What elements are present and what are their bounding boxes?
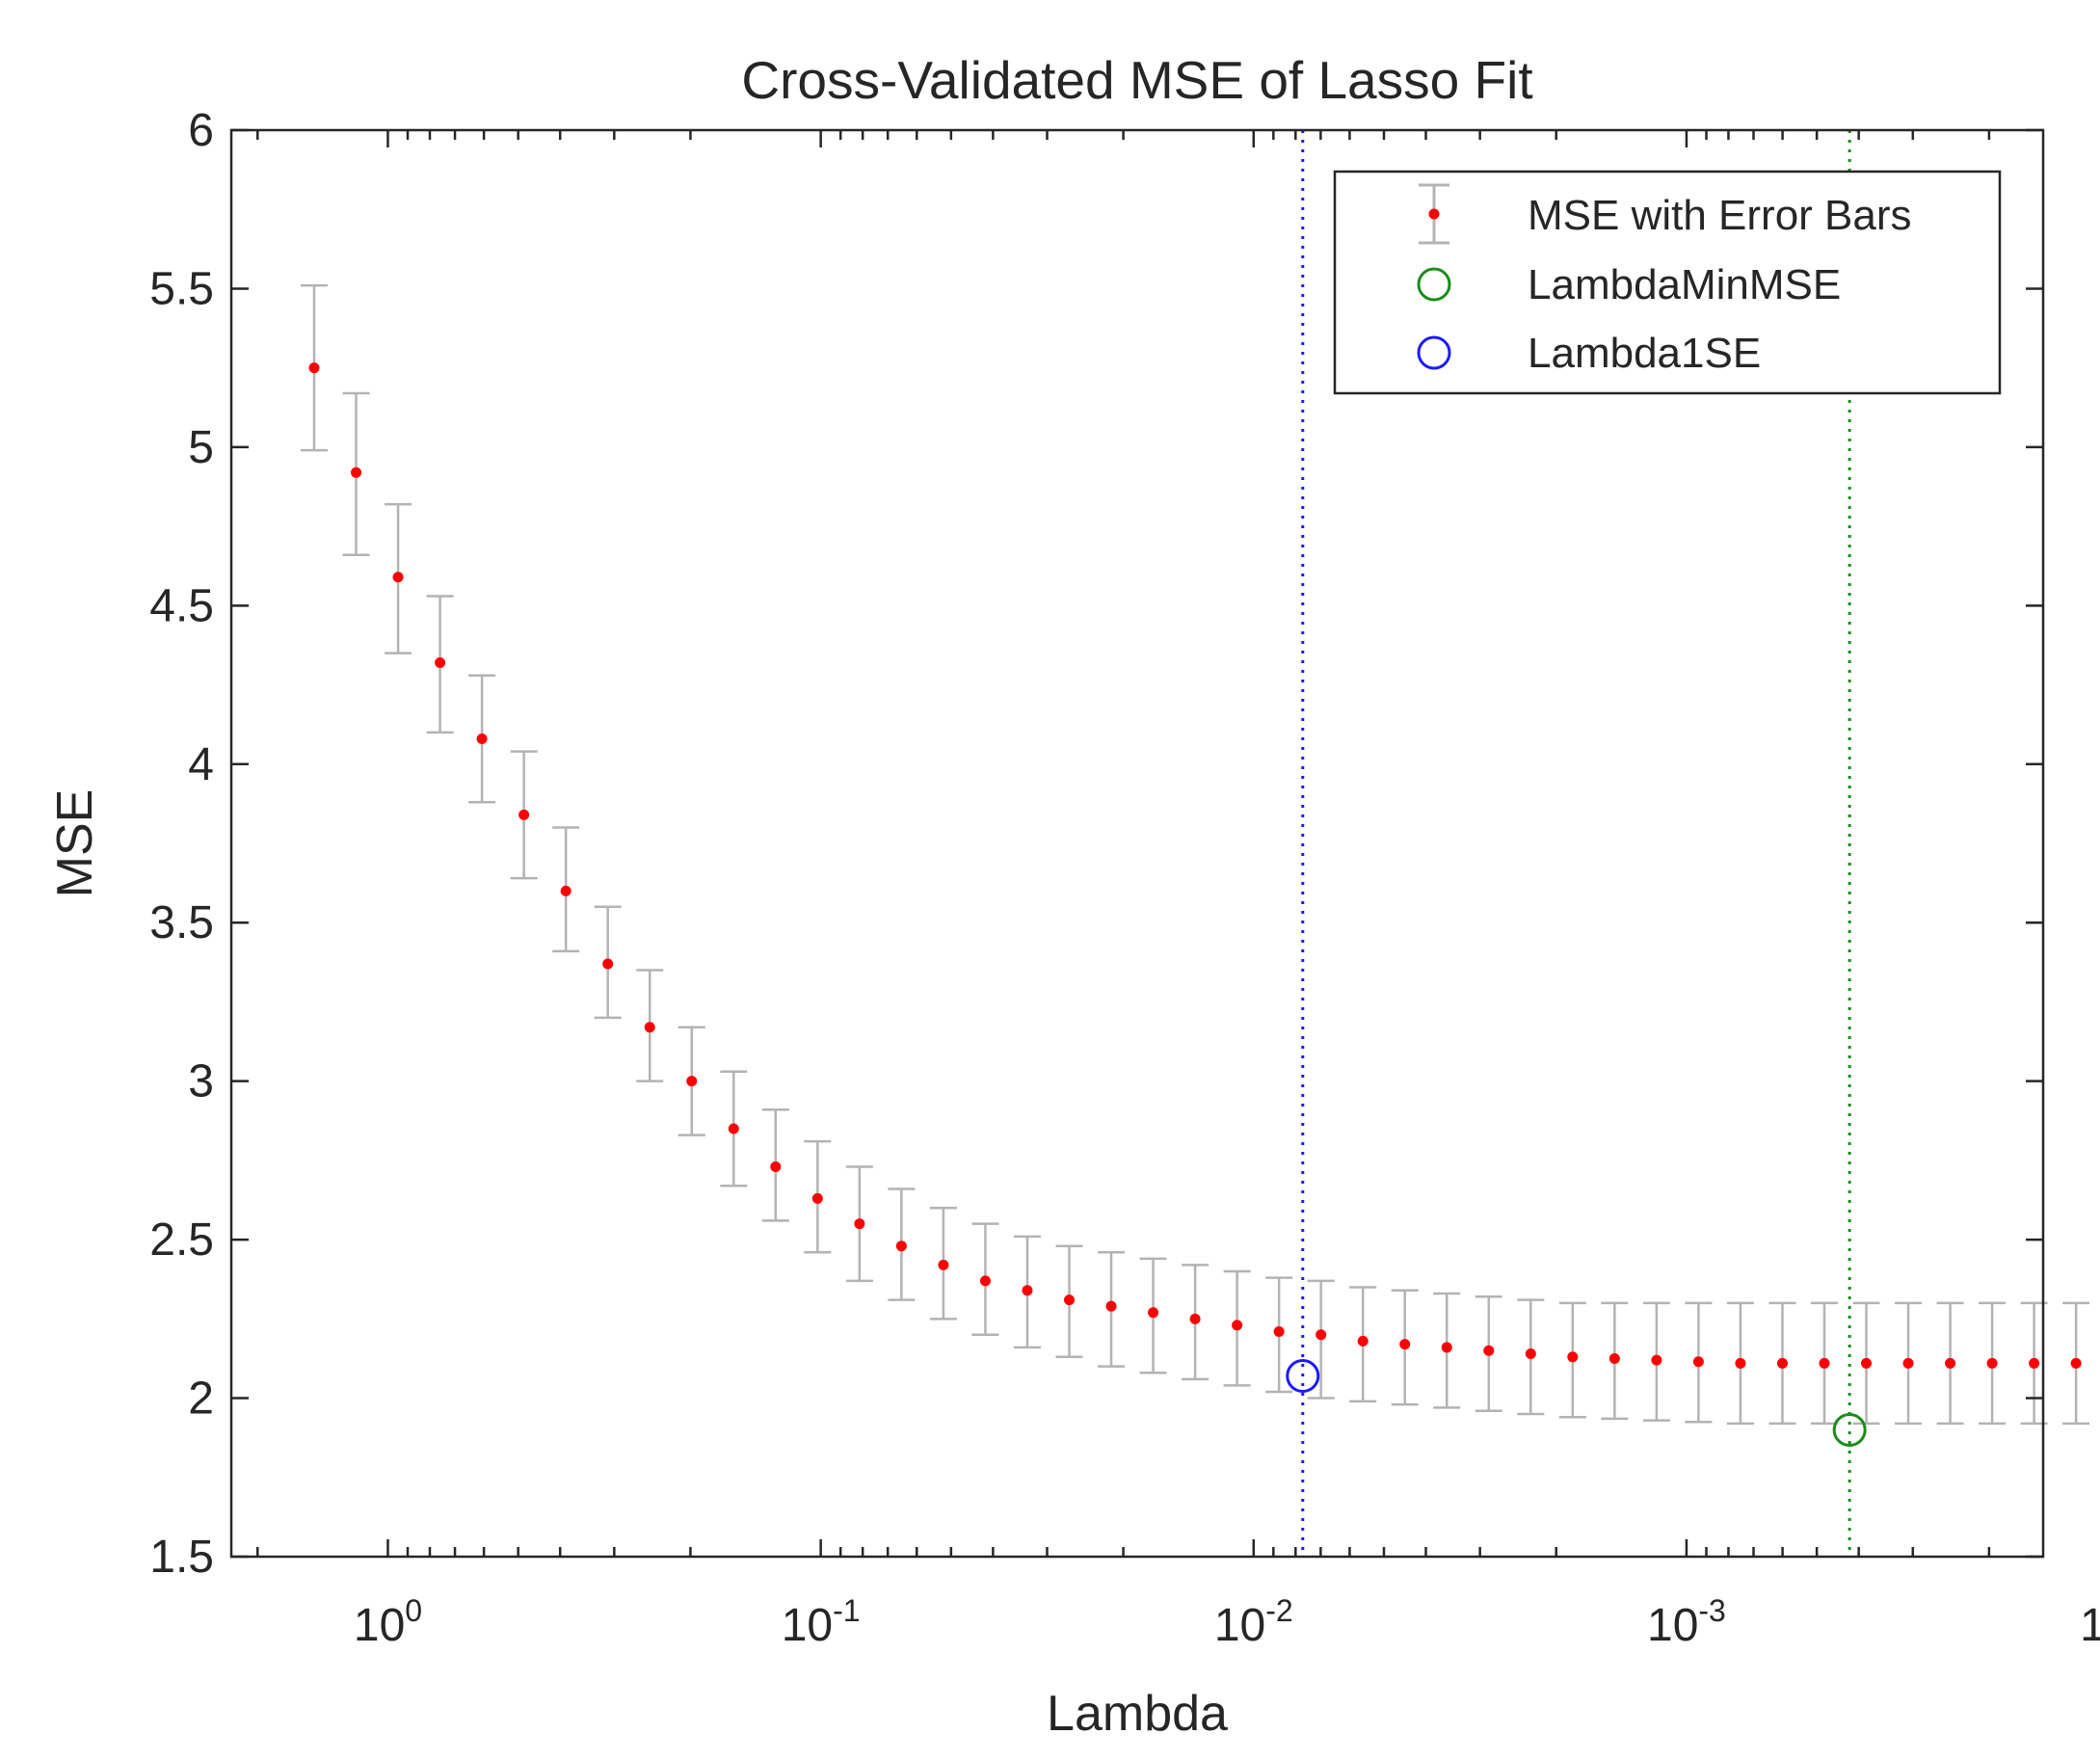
y-tick-label: 3.5 (149, 897, 214, 948)
y-tick-label: 1.5 (149, 1532, 214, 1583)
x-tick-label: 10-1 (782, 1593, 861, 1651)
selection-markers-group (1286, 1359, 1867, 1447)
data-point (602, 958, 614, 970)
data-point (1189, 1313, 1201, 1324)
data-point (1692, 1356, 1704, 1368)
legend-item-mse: MSE with Error Bars (1419, 183, 1912, 245)
data-point (1945, 1357, 1956, 1369)
data-point (1902, 1357, 1914, 1369)
data-point (435, 657, 446, 669)
lambda1se-marker (1286, 1359, 1320, 1394)
data-point (1525, 1348, 1536, 1360)
data-point (1022, 1285, 1033, 1296)
data-point (686, 1076, 698, 1087)
y-tick-label: 3 (188, 1056, 214, 1107)
legend-circle-symbol (1417, 267, 1451, 302)
x-tick-exponent: 0 (405, 1593, 422, 1628)
data-point (308, 362, 320, 374)
legend-label-mse: MSE with Error Bars (1528, 192, 1912, 239)
x-tick-base: 10 (2080, 1600, 2100, 1651)
x-tick-base: 10 (782, 1600, 833, 1651)
data-point (560, 885, 572, 896)
data-point (979, 1275, 991, 1287)
x-tick-label: 10-2 (1214, 1593, 1293, 1651)
data-point (518, 809, 530, 820)
data-point (351, 467, 362, 478)
data-point (1399, 1339, 1411, 1350)
y-tick-label: 5 (188, 422, 214, 473)
data-point (2029, 1357, 2040, 1369)
x-tick-base: 10 (1214, 1600, 1265, 1651)
x-tick-exponent: -2 (1265, 1593, 1292, 1628)
data-point (895, 1241, 907, 1252)
data-point (2070, 1357, 2082, 1369)
data-point (1105, 1300, 1117, 1312)
legend-item-lambda1se: Lambda1SE (1417, 330, 1761, 377)
legend-box (1333, 170, 2002, 395)
data-points-group (308, 362, 2082, 1369)
data-point (1608, 1352, 1620, 1364)
legend-circle-symbol (1417, 335, 1451, 370)
plot-frame (229, 128, 2045, 1559)
data-point (1735, 1357, 1746, 1369)
x-tick-base: 10 (1647, 1600, 1698, 1651)
legend-label-lambda1se: Lambda1SE (1528, 330, 1761, 377)
legend: MSE with Error Bars LambdaMinMSE Lambda1… (1333, 170, 2002, 395)
reference-lines-group (1301, 130, 1851, 1557)
legend-dot-symbol (1428, 208, 1440, 220)
x-tick-base: 10 (354, 1600, 405, 1651)
data-point (1861, 1357, 1873, 1369)
x-tick-label: 10-3 (1647, 1593, 1726, 1651)
data-point (1776, 1357, 1788, 1369)
chart-title: Cross-Validated MSE of Lasso Fit (741, 50, 1532, 110)
x-tick-label: 100 (354, 1593, 422, 1651)
y-tick-label: 5.5 (149, 263, 214, 314)
data-point (1232, 1320, 1243, 1331)
y-tick-label: 2 (188, 1374, 214, 1425)
data-point (811, 1192, 823, 1204)
y-axis-label: MSE (47, 789, 103, 898)
data-point (476, 733, 488, 744)
data-point (1357, 1335, 1369, 1347)
x-axis-label: Lambda (1047, 1686, 1228, 1742)
y-tick-label: 2.5 (149, 1214, 214, 1266)
data-point (938, 1259, 949, 1270)
data-point (1986, 1357, 1998, 1369)
data-point (644, 1022, 655, 1033)
data-point (1441, 1342, 1452, 1353)
data-point (392, 572, 404, 583)
data-point (1483, 1345, 1495, 1356)
y-tick-label: 4 (188, 739, 214, 790)
data-point (1651, 1354, 1662, 1366)
x-tick-exponent: -1 (833, 1593, 860, 1628)
data-point (1316, 1329, 1327, 1341)
x-tick-exponent: -3 (1698, 1593, 1725, 1628)
data-point (728, 1123, 739, 1134)
data-point (854, 1218, 865, 1230)
y-tick-label: 4.5 (149, 580, 214, 631)
x-tick-label: 10-4 (2080, 1593, 2100, 1651)
data-point (770, 1161, 782, 1172)
data-point (1148, 1307, 1159, 1319)
lambdaminmse-marker (1832, 1412, 1867, 1447)
y-tick-label: 6 (188, 105, 214, 156)
data-point (1567, 1351, 1579, 1363)
data-point (1819, 1357, 1830, 1369)
data-point (1273, 1325, 1285, 1337)
legend-item-lambdaminmse: LambdaMinMSE (1417, 261, 1841, 308)
data-point (1063, 1294, 1075, 1306)
y-axis-ticks: 1.5 2 2.5 3 3.5 4 4.5 5 5.5 6 (149, 105, 2043, 1583)
legend-label-lambdaminmse: LambdaMinMSE (1528, 261, 1841, 308)
